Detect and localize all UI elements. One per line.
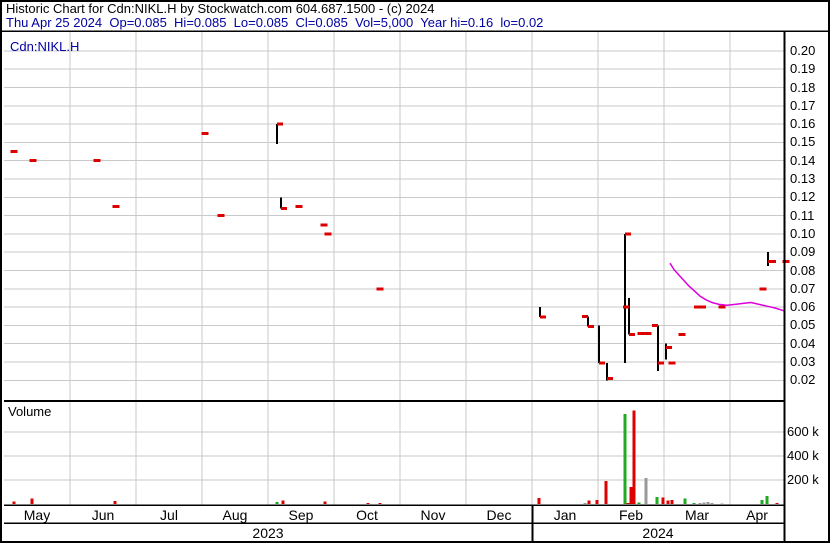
month-label: Jul bbox=[160, 507, 178, 523]
month-label: Oct bbox=[356, 507, 378, 523]
volume-bar bbox=[587, 500, 591, 504]
volume-bar bbox=[626, 502, 630, 504]
ma-line bbox=[669, 262, 785, 312]
price-tick-label: 0.11 bbox=[790, 207, 815, 223]
volume-bar bbox=[595, 499, 599, 504]
price-tick-label: 0.08 bbox=[790, 262, 816, 278]
price-tick-label: 0.16 bbox=[790, 116, 816, 132]
price-tick-label: 0.18 bbox=[790, 79, 816, 95]
quote-summary-line: Thu Apr 25 2024 Op=0.085 Hi=0.085 Lo=0.0… bbox=[6, 15, 544, 30]
volume-bar bbox=[683, 498, 687, 504]
volume-bar bbox=[670, 499, 674, 504]
volume-bar bbox=[720, 503, 724, 504]
year-label: 2024 bbox=[642, 525, 674, 541]
month-label: Feb bbox=[618, 507, 644, 523]
volume-bar bbox=[632, 410, 636, 504]
month-label: Mar bbox=[684, 507, 710, 523]
volume-bar bbox=[281, 500, 285, 504]
volume-bar bbox=[537, 498, 541, 504]
volume-bar bbox=[702, 502, 706, 504]
month-label: Jun bbox=[91, 507, 115, 523]
volume-bar bbox=[710, 503, 714, 504]
price-tick-label: 0.12 bbox=[790, 189, 816, 205]
price-tick-label: 0.02 bbox=[790, 372, 816, 388]
volume-bar bbox=[775, 502, 779, 504]
volume-pane-label: Volume bbox=[8, 404, 52, 419]
price-tick-label: 0.20 bbox=[790, 42, 816, 58]
chart-title-line: Historic Chart for Cdn:NIKL.H by Stockwa… bbox=[6, 1, 435, 16]
volume-bar bbox=[760, 499, 764, 504]
volume-bar bbox=[655, 496, 659, 504]
volume-bar bbox=[629, 487, 633, 504]
volume-bar bbox=[378, 502, 382, 504]
month-label: Jan bbox=[553, 507, 577, 523]
volume-bar bbox=[692, 503, 696, 504]
volume-bar bbox=[583, 503, 587, 504]
month-label: Apr bbox=[746, 507, 768, 523]
price-tick-label: 0.09 bbox=[790, 244, 816, 260]
month-label: Sep bbox=[288, 507, 314, 523]
volume-tick-label: 200 k bbox=[787, 472, 819, 487]
price-tick-label: 0.03 bbox=[790, 354, 816, 369]
volume-bar bbox=[113, 501, 117, 504]
volume-bar bbox=[12, 501, 16, 504]
volume-bar bbox=[30, 498, 34, 504]
price-tick-label: 0.10 bbox=[790, 225, 816, 241]
price-tick-label: 0.19 bbox=[790, 61, 816, 77]
volume-bar bbox=[765, 496, 769, 504]
volume-tick-label: 600 k bbox=[787, 424, 819, 439]
price-tick-label: 0.15 bbox=[790, 134, 816, 150]
volume-bar bbox=[323, 501, 327, 504]
price-tick-label: 0.04 bbox=[790, 335, 816, 351]
volume-bar bbox=[275, 501, 279, 504]
price-tick-label: 0.06 bbox=[790, 299, 816, 315]
volume-bar bbox=[706, 502, 710, 504]
volume-bar bbox=[666, 500, 670, 504]
price-tick-label: 0.05 bbox=[790, 317, 816, 333]
volume-bar bbox=[366, 503, 370, 504]
volume-tick-label: 400 k bbox=[787, 448, 819, 463]
volume-bar bbox=[661, 497, 665, 504]
volume-bar bbox=[644, 478, 648, 504]
volume-bar bbox=[604, 481, 608, 504]
symbol-label: Cdn:NIKL.H bbox=[10, 39, 80, 54]
year-label: 2023 bbox=[252, 525, 284, 541]
month-label: Dec bbox=[486, 507, 512, 523]
month-label: Aug bbox=[222, 507, 248, 523]
price-tick-label: 0.17 bbox=[790, 97, 816, 113]
volume-bar bbox=[698, 502, 702, 504]
price-tick-label: 0.07 bbox=[790, 280, 816, 296]
volume-bar bbox=[637, 502, 641, 504]
price-tick-label: 0.14 bbox=[790, 152, 816, 168]
volume-bar bbox=[623, 414, 627, 504]
month-label: Nov bbox=[420, 507, 446, 523]
price-tick-label: 0.13 bbox=[790, 171, 816, 186]
month-label: May bbox=[23, 507, 51, 523]
